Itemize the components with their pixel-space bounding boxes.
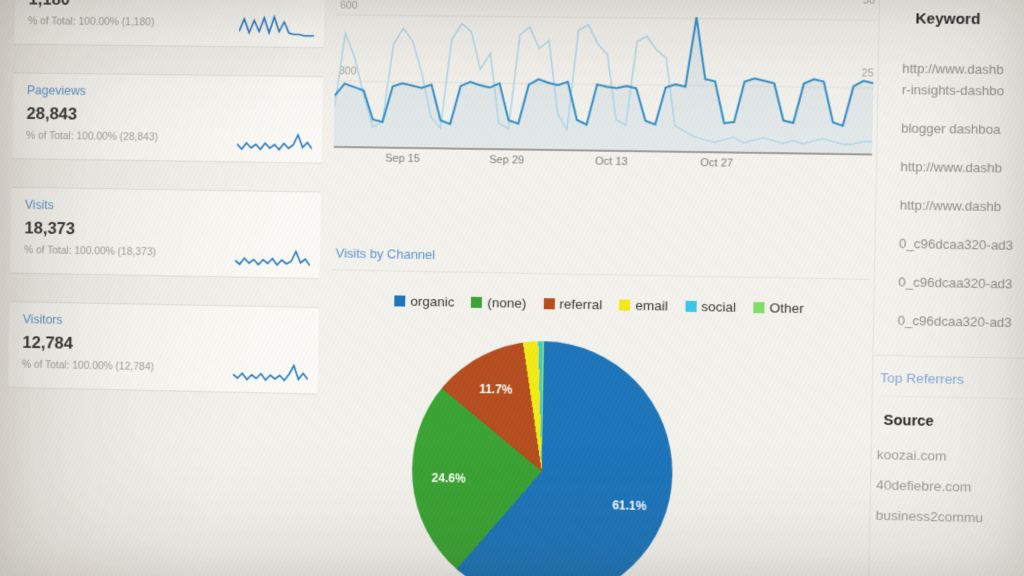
keyword-row: http://www.dashb — [900, 194, 1024, 218]
pie-legend: organic (none) referral email social Other — [331, 292, 870, 317]
legend-swatch-icon — [619, 299, 631, 311]
source-column-header: Source — [883, 412, 934, 430]
keyword-column-header: Keyword — [915, 10, 981, 29]
referrer-list: koozai.com 40defiebre.com business2commu — [871, 447, 1024, 528]
pie-legend-label: referral — [559, 296, 603, 313]
top-referrers-panel: Top Referrers Source koozai.com 40defiebr… — [871, 354, 1024, 529]
right-axis-tick-50: 50 — [862, 0, 876, 7]
metric-sparkline — [239, 12, 314, 39]
metric-card: Pageviews 28,843% of Total: 100.00% (28,8… — [12, 72, 324, 164]
keywords-panel: Keyword http://www.dashb r-insights-dashb… — [871, 0, 1024, 543]
keyword-row: http://www.dashb r-insights-dashbo — [902, 58, 1024, 103]
sessions-timeline-panel: Sessions Goal Completions 600 300 50 25 … — [333, 0, 875, 178]
metric-card-value: 1,180 — [28, 0, 310, 12]
x-axis-tick: Sep 15 — [385, 152, 420, 166]
pie-chart-wrap: 61.1% 24.6% 11.7% — [409, 338, 675, 576]
top-referrers-title[interactable]: Top Referrers — [879, 370, 1024, 401]
metric-card-value: 18,373 — [24, 218, 76, 239]
keyword-row: 0_c96dcaa320-ad3 — [899, 233, 1024, 258]
legend-swatch-icon — [753, 302, 765, 314]
metric-card-title[interactable]: Pageviews — [26, 83, 86, 98]
keyword-row: 0_c96dcaa320-ad3 — [898, 271, 1024, 296]
metric-sparkline — [233, 358, 308, 385]
keyword-row: 0_c96dcaa320-ad3 — [897, 310, 1024, 335]
legend-swatch-icon — [684, 300, 697, 313]
keyword-text: http://www.dashb — [902, 60, 1004, 78]
metric-card: Visitors 12,784% of Total: 100.00% (12,78… — [7, 301, 319, 395]
pie-legend-item-none[interactable]: (none) — [471, 295, 526, 311]
x-axis-tick: Oct 13 — [594, 155, 628, 169]
visits-by-channel-title[interactable]: Visits by Channel — [331, 241, 871, 280]
pie-slice-percentage-label: 24.6% — [431, 471, 466, 487]
keyword-text: 0_c96dcaa320-ad3 — [898, 274, 1013, 292]
pie-slice-percentage-label: 11.7% — [479, 382, 513, 397]
pie-legend-label: social — [701, 299, 737, 315]
legend-swatch-icon — [543, 298, 555, 310]
keyword-text: http://www.dashb — [900, 158, 1003, 176]
keyword-text: r-insights-dashbo — [901, 82, 1005, 99]
metrics-sidebar: Goal Completions (Completions)1,180% of … — [7, 0, 326, 422]
pie-legend-label: organic — [410, 293, 455, 310]
pie-legend-label: email — [635, 297, 669, 314]
timeline-x-axis: Sep 15 Sep 29 Oct 13 Oct 27 — [333, 152, 872, 178]
keyword-row: http://www.dashb — [900, 156, 1024, 180]
pie-legend-label: Other — [769, 300, 805, 317]
metric-card-value: 28,843 — [26, 104, 78, 124]
timeline-plot-area[interactable]: 600 300 50 25 — [333, 0, 875, 156]
pie-legend-label: (none) — [487, 295, 527, 311]
metric-sparkline — [235, 243, 310, 270]
metric-card-value: 12,784 — [22, 332, 74, 353]
pie-legend-item-referral[interactable]: referral — [543, 296, 602, 312]
visits-by-channel-pie-chart[interactable] — [409, 338, 675, 576]
visits-by-channel-panel: Visits by Channel organic (none) referral e… — [331, 241, 871, 576]
pie-legend-item-social[interactable]: social — [684, 299, 737, 315]
legend-swatch-icon — [471, 296, 483, 309]
keyword-list: http://www.dashb r-insights-dashbo blogger… — [875, 57, 1024, 334]
keyword-text: 0_c96dcaa320-ad3 — [898, 235, 1014, 253]
metric-sparkline — [237, 128, 312, 155]
x-axis-tick: Oct 27 — [700, 157, 734, 170]
pie-slice-percentage-label: 61.1% — [612, 498, 647, 514]
referrer-source-row: business2commu — [875, 507, 984, 526]
metric-card: Visits 18,373% of Total: 100.00% (18,373) — [10, 186, 322, 280]
referrer-source-row: 40defiebre.com — [876, 477, 972, 495]
keyword-text: http://www.dashb — [899, 197, 1002, 215]
keyword-text: blogger dashboa — [901, 120, 1001, 137]
referrer-source-row: koozai.com — [876, 446, 947, 464]
metric-card-title[interactable]: Visits — [24, 197, 54, 213]
metric-card-title[interactable]: Visitors — [22, 312, 63, 327]
timeline-line-chart — [333, 4, 875, 156]
pie-legend-item-other[interactable]: Other — [753, 300, 804, 316]
keyword-text: 0_c96dcaa320-ad3 — [897, 312, 1012, 331]
x-axis-tick: Sep 29 — [489, 154, 525, 167]
legend-swatch-icon — [394, 295, 406, 307]
pie-legend-item-organic[interactable]: organic — [394, 293, 455, 310]
keyword-row: blogger dashboa — [901, 117, 1024, 141]
pie-legend-item-email[interactable]: email — [619, 298, 668, 314]
metric-card: Goal Completions (Completions)1,180% of … — [14, 0, 326, 49]
